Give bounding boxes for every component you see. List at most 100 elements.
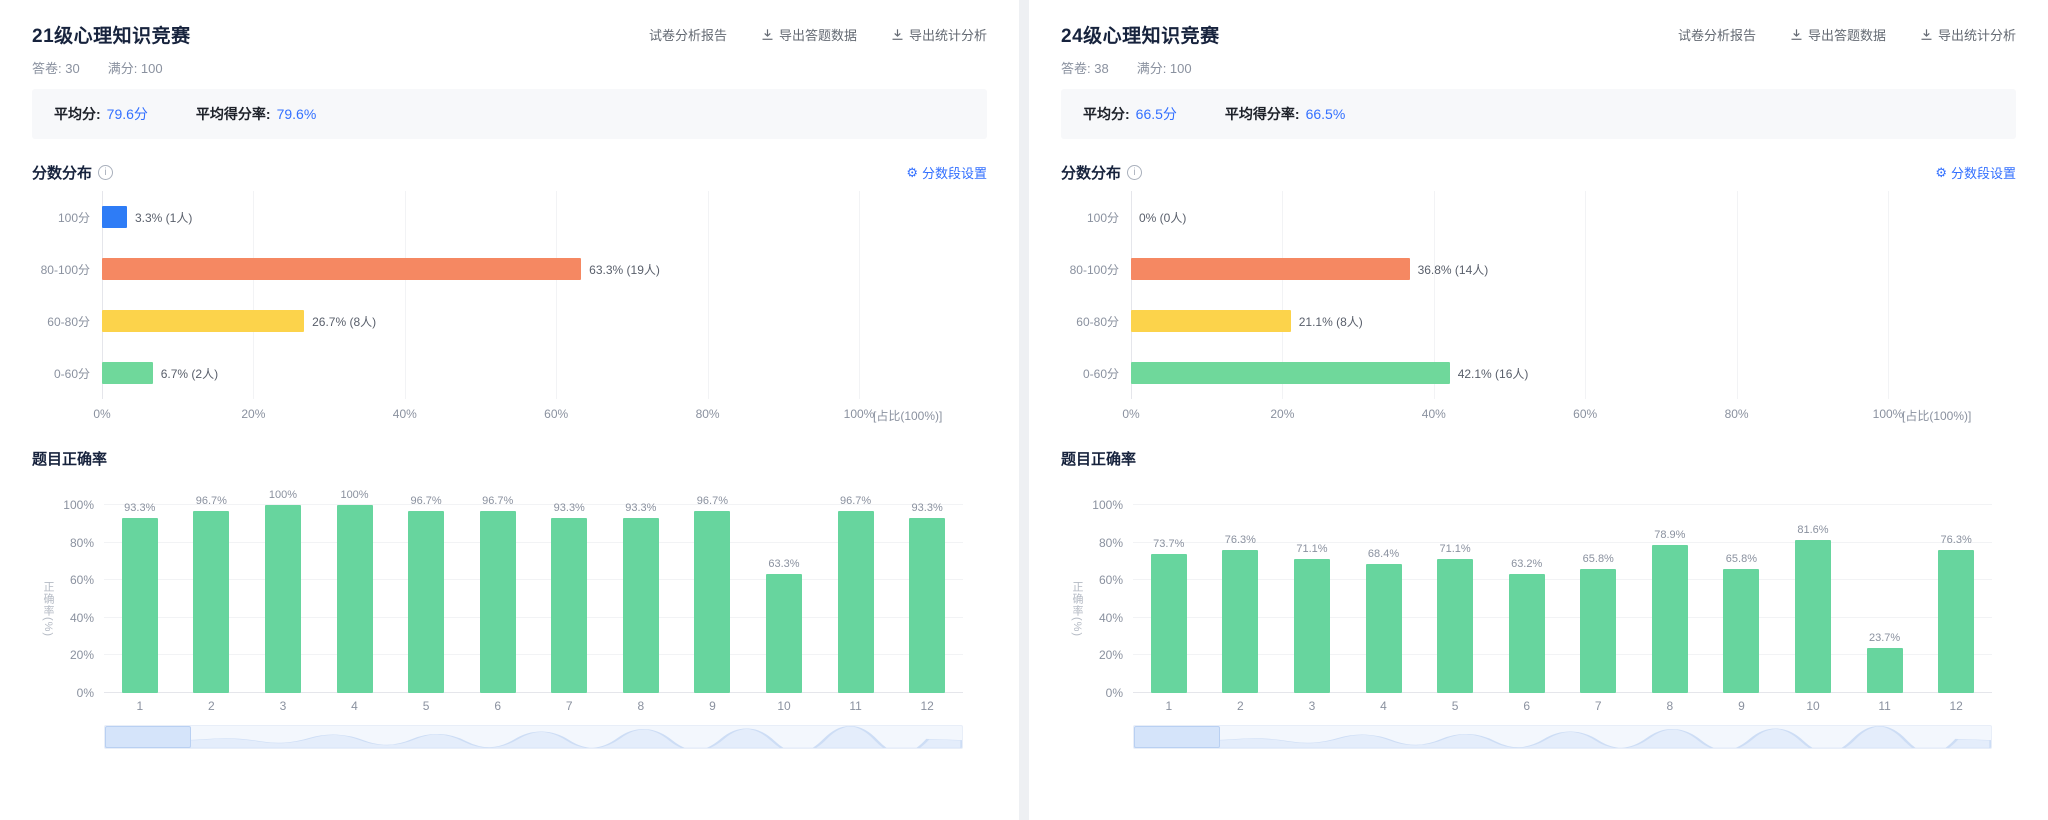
datazoom-selected-range[interactable] [105, 726, 191, 748]
accuracy-bar [1794, 539, 1831, 693]
dist-row: 80-100分 36.8% (14人) [1070, 243, 1888, 295]
x-axis-tick: 4 [351, 699, 358, 713]
exam-meta: 答卷: 30 满分: 100 [32, 58, 987, 77]
col-slot: 78.9% [1634, 505, 1706, 693]
x-axis-tick: 40% [1421, 407, 1446, 421]
accuracy-bar [1580, 569, 1617, 693]
accuracy-value-label: 93.3% [553, 501, 585, 514]
accuracy-value-label: 73.7% [1153, 538, 1185, 551]
export-stats-link[interactable]: 导出统计分析 [891, 25, 987, 44]
report-link-label: 试卷分析报告 [648, 27, 727, 43]
col-x-axis: 1 2 3 4 5 6 7 8 9 10 11 12 [1133, 699, 1992, 713]
accuracy-value-label: 65.8% [1582, 553, 1614, 566]
y-axis-tick: 20% [1098, 648, 1123, 663]
grid-line [1433, 191, 1435, 399]
grid-line [1133, 504, 1992, 505]
dist-value-label: 63.3% (19人) [589, 262, 660, 277]
accuracy-section-title: 题目正确率 [1061, 450, 1137, 468]
download-icon [891, 28, 904, 41]
grid-lines [1131, 191, 1889, 399]
accuracy-value-label: 96.7% [696, 495, 729, 508]
accuracy-value-label: 65.8% [1725, 553, 1758, 566]
datazoom-slider[interactable] [1133, 725, 1992, 749]
score-range-settings-label: 分数段设置 [1950, 165, 2016, 181]
grid-line [104, 616, 963, 618]
x-axis-tick: 80% [695, 407, 720, 421]
accuracy-value-label: 100% [340, 489, 369, 501]
dist-bar [102, 206, 127, 228]
distribution-section-title: 分数分布 i [32, 162, 114, 183]
col-slot: 65.8% [1706, 505, 1778, 693]
download-icon [1790, 28, 1803, 41]
datazoom-selected-range[interactable] [1134, 726, 1220, 748]
accuracy-section-header: 题目正确率 [32, 445, 987, 471]
dist-bar [1131, 258, 1410, 280]
dist-bar [102, 362, 153, 384]
dist-row: 100分 0% (0人) [1087, 191, 1888, 243]
accuracy-bar [1651, 544, 1688, 693]
exam-title: 24级心理知识竞赛 [1061, 25, 1220, 47]
x-axis-tick: 20% [1270, 407, 1295, 421]
col-slot: 65.8% [1562, 505, 1634, 693]
col-bars: 73.7% 76.3% 71.1% 68.4% 71.1% 63.2% 65.8% 78.9%… [1133, 505, 1992, 693]
col-slot: 93.3% [533, 501, 605, 693]
col-slot: 76.3% [1205, 505, 1277, 693]
gear-icon: ⚙ [906, 164, 918, 180]
score-range-settings-link[interactable]: ⚙ 分数段设置 [1935, 163, 2016, 182]
x-axis-tick: 6 [1523, 699, 1531, 713]
dist-category-label: 80-100分 [1069, 262, 1119, 277]
grid-line [404, 191, 406, 399]
info-icon[interactable]: i [98, 164, 114, 180]
summary-strip: 平均分: 79.6分 平均得分率: 79.6% [32, 89, 987, 139]
accuracy-bar [1938, 549, 1975, 693]
score-range-settings-link[interactable]: ⚙ 分数段设置 [906, 163, 987, 182]
report-link[interactable]: 试卷分析报告 [1678, 25, 1756, 44]
x-axis-tick: 10 [777, 699, 791, 713]
accuracy-bar [1723, 569, 1760, 693]
accuracy-value-label: 63.3% [768, 558, 800, 570]
accuracy-value-label: 100% [268, 489, 298, 501]
grid-line [104, 654, 963, 656]
x-axis-tick: 12 [1949, 699, 1963, 713]
export-stats-label: 导出统计分析 [1937, 27, 2016, 43]
grid-line [1133, 616, 1992, 618]
datazoom-slider[interactable] [104, 725, 963, 749]
x-axis-tick: 40% [392, 407, 417, 421]
report-link[interactable]: 试卷分析报告 [649, 25, 727, 44]
accuracy-value-label: 71.1% [1296, 543, 1328, 556]
x-axis-tick: 10 [1806, 699, 1820, 713]
x-axis-tick: 11 [849, 699, 862, 713]
accuracy-bar [1508, 574, 1545, 693]
grid-line [104, 579, 963, 581]
grid-line [1282, 191, 1284, 399]
x-axis-note: [占比(100%)] [873, 409, 943, 423]
info-icon[interactable]: i [1127, 164, 1143, 180]
accuracy-value-label: 96.7% [410, 495, 442, 508]
col-slot: 81.6% [1777, 505, 1849, 693]
dist-row: 0-60分 6.7% (2人) [54, 347, 859, 399]
accuracy-value-label: 96.7% [195, 495, 227, 508]
accuracy-value-label: 76.3% [1940, 533, 1972, 546]
y-axis-tick: 40% [69, 610, 94, 625]
y-axis-tick: 0% [76, 686, 94, 700]
x-axis-tick: 2 [1237, 699, 1244, 713]
average-score: 平均分: 66.5分 [1083, 104, 1177, 124]
col-slot: 68.4% [1348, 505, 1420, 693]
col-bars: 93.3% 96.7% 100% 100% 96.7% 96.7% 93.3% 93.3% 96… [104, 489, 963, 693]
accuracy-bar [909, 517, 946, 693]
x-axis-tick: 20% [241, 407, 266, 421]
average-rate-label: 平均得分率: [1224, 106, 1300, 122]
x-axis-tick: 7 [1594, 699, 1602, 713]
x-axis-tick: 1 [136, 699, 144, 713]
export-answers-link[interactable]: 导出答题数据 [1790, 25, 1886, 44]
export-answers-link[interactable]: 导出答题数据 [761, 25, 857, 44]
y-axis-tick: 100% [1092, 498, 1123, 512]
grid-line [1736, 191, 1738, 399]
score-range-settings-label: 分数段设置 [921, 165, 987, 181]
grid-line [1133, 579, 1992, 581]
export-stats-link[interactable]: 导出统计分析 [1920, 25, 2016, 44]
x-axis-tick: 7 [565, 699, 573, 713]
accuracy-bar [551, 517, 588, 693]
col-slot: 63.2% [1491, 505, 1563, 693]
y-axis-tick: 60% [1098, 573, 1123, 588]
